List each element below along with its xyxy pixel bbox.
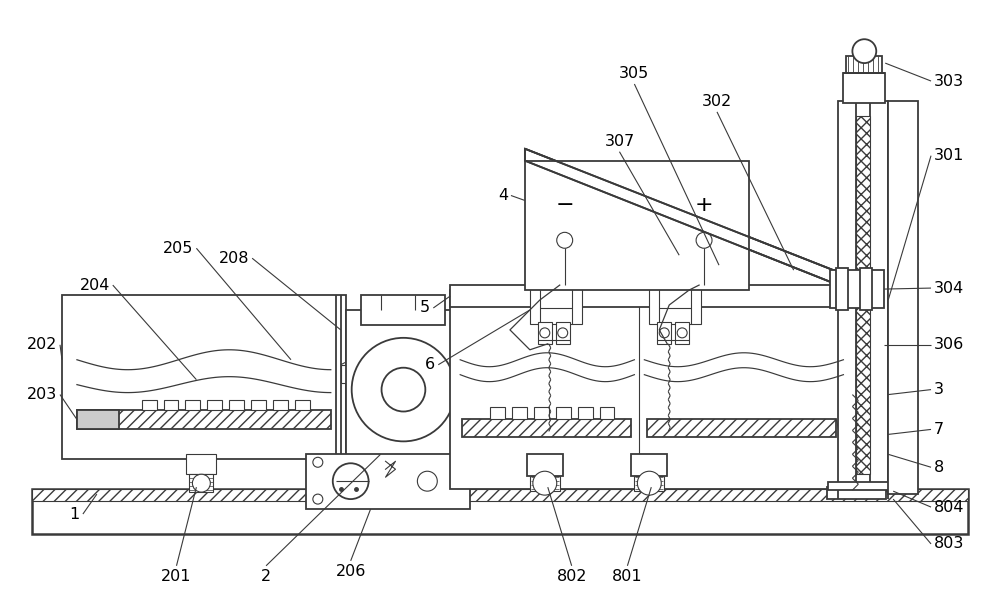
- Text: 3: 3: [934, 382, 944, 397]
- Bar: [634, 476, 664, 491]
- Bar: [527, 454, 563, 476]
- Circle shape: [696, 232, 712, 248]
- Bar: [142, 399, 157, 410]
- Bar: [32, 489, 968, 534]
- Bar: [450, 285, 858, 307]
- Circle shape: [313, 494, 323, 504]
- Bar: [251, 399, 266, 410]
- Bar: [450, 290, 853, 489]
- Polygon shape: [525, 149, 838, 285]
- Bar: [843, 73, 885, 103]
- Bar: [229, 399, 244, 410]
- Circle shape: [677, 328, 687, 338]
- Text: 307: 307: [604, 134, 635, 149]
- Bar: [578, 407, 593, 420]
- Bar: [538, 322, 552, 344]
- Bar: [530, 476, 560, 491]
- Bar: [525, 161, 749, 290]
- Bar: [657, 322, 671, 344]
- Text: 304: 304: [934, 280, 964, 295]
- Bar: [828, 482, 896, 490]
- Text: −: −: [555, 195, 574, 215]
- Text: 303: 303: [934, 74, 964, 89]
- Bar: [856, 116, 870, 474]
- Bar: [77, 410, 119, 429]
- Bar: [361, 295, 445, 325]
- Bar: [32, 489, 968, 501]
- Bar: [827, 487, 886, 499]
- Circle shape: [313, 457, 323, 468]
- Circle shape: [637, 471, 661, 495]
- Bar: [649, 286, 701, 324]
- Bar: [164, 399, 178, 410]
- Bar: [556, 407, 571, 420]
- Text: 5: 5: [420, 300, 430, 316]
- Text: 7: 7: [934, 422, 944, 437]
- Text: 801: 801: [612, 569, 643, 584]
- Text: 306: 306: [934, 337, 964, 352]
- Bar: [346, 310, 460, 459]
- Text: 803: 803: [934, 536, 964, 551]
- Text: 205: 205: [163, 241, 193, 256]
- Bar: [455, 452, 473, 465]
- Bar: [306, 454, 470, 509]
- Bar: [846, 56, 882, 73]
- Bar: [530, 286, 582, 324]
- Circle shape: [659, 328, 669, 338]
- Text: +: +: [695, 195, 713, 215]
- Bar: [838, 101, 856, 489]
- Text: 204: 204: [79, 278, 110, 292]
- Text: 2: 2: [261, 569, 271, 584]
- Bar: [675, 322, 689, 344]
- Text: 6: 6: [425, 358, 435, 372]
- Circle shape: [382, 368, 425, 412]
- Circle shape: [558, 328, 568, 338]
- Circle shape: [557, 232, 573, 248]
- Text: 203: 203: [27, 387, 57, 402]
- Bar: [860, 268, 872, 310]
- Circle shape: [852, 39, 876, 63]
- Bar: [512, 407, 527, 420]
- Circle shape: [533, 471, 557, 495]
- Bar: [490, 407, 505, 420]
- Text: 208: 208: [219, 250, 249, 266]
- Text: 202: 202: [27, 337, 57, 352]
- Bar: [189, 474, 213, 492]
- Text: 201: 201: [161, 569, 192, 584]
- Circle shape: [192, 474, 210, 492]
- Circle shape: [352, 338, 455, 441]
- Circle shape: [333, 463, 369, 499]
- Bar: [600, 407, 614, 420]
- Bar: [870, 101, 888, 489]
- Text: 804: 804: [934, 500, 965, 514]
- Bar: [62, 295, 346, 459]
- Text: 305: 305: [619, 66, 650, 81]
- Circle shape: [455, 474, 465, 484]
- Text: 301: 301: [934, 148, 964, 163]
- Bar: [647, 420, 836, 437]
- Text: 302: 302: [702, 94, 732, 109]
- Bar: [830, 270, 884, 308]
- Text: 802: 802: [556, 569, 587, 584]
- Bar: [631, 454, 667, 476]
- Text: 1: 1: [70, 506, 80, 522]
- Bar: [534, 407, 549, 420]
- Bar: [207, 399, 222, 410]
- Bar: [888, 101, 918, 494]
- Text: 8: 8: [934, 460, 944, 475]
- Text: 206: 206: [335, 564, 366, 579]
- Bar: [341, 365, 359, 382]
- Bar: [295, 399, 310, 410]
- Text: 4: 4: [498, 188, 508, 203]
- Bar: [836, 268, 848, 310]
- Bar: [556, 322, 570, 344]
- Circle shape: [540, 328, 550, 338]
- Bar: [185, 399, 200, 410]
- Bar: [186, 454, 216, 474]
- Bar: [77, 410, 331, 429]
- Bar: [462, 420, 631, 437]
- Circle shape: [417, 471, 437, 491]
- Bar: [273, 399, 288, 410]
